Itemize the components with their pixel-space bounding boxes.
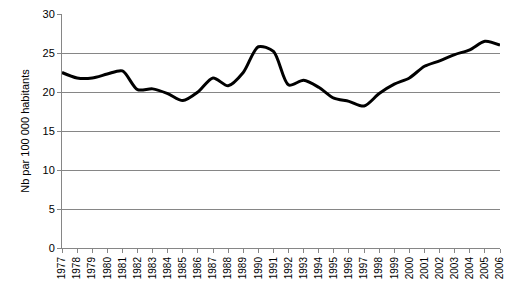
svg-text:1981: 1981 (117, 257, 128, 280)
svg-text:1996: 1996 (343, 257, 354, 280)
svg-text:1992: 1992 (283, 257, 294, 280)
svg-text:1991: 1991 (268, 257, 279, 280)
svg-text:1988: 1988 (222, 257, 233, 280)
svg-text:2003: 2003 (449, 257, 460, 280)
svg-text:1997: 1997 (358, 257, 369, 280)
svg-text:30: 30 (43, 8, 55, 20)
svg-text:1978: 1978 (71, 257, 82, 280)
svg-text:2001: 2001 (419, 257, 430, 280)
svg-text:2000: 2000 (404, 257, 415, 280)
svg-text:Nb par 100 000 habitants: Nb par 100 000 habitants (19, 69, 31, 193)
svg-text:2005: 2005 (479, 257, 490, 280)
svg-text:2006: 2006 (494, 257, 505, 280)
svg-text:1985: 1985 (177, 257, 188, 280)
svg-text:1987: 1987 (207, 257, 218, 280)
svg-text:1998: 1998 (373, 257, 384, 280)
svg-text:20: 20 (43, 86, 55, 98)
svg-text:25: 25 (43, 47, 55, 59)
svg-text:1982: 1982 (132, 257, 143, 280)
svg-text:15: 15 (43, 125, 55, 137)
svg-text:1983: 1983 (147, 257, 158, 280)
svg-text:2004: 2004 (464, 257, 475, 280)
svg-text:0: 0 (49, 242, 55, 254)
svg-text:1980: 1980 (102, 257, 113, 280)
svg-text:2002: 2002 (434, 257, 445, 280)
svg-text:1999: 1999 (389, 257, 400, 280)
svg-text:1994: 1994 (313, 257, 324, 280)
svg-text:1995: 1995 (328, 257, 339, 280)
svg-text:1990: 1990 (253, 257, 264, 280)
svg-text:1989: 1989 (237, 257, 248, 280)
svg-text:1984: 1984 (162, 257, 173, 280)
svg-text:1979: 1979 (86, 257, 97, 280)
svg-text:5: 5 (49, 203, 55, 215)
svg-text:1977: 1977 (56, 257, 67, 280)
svg-text:10: 10 (43, 164, 55, 176)
svg-text:1986: 1986 (192, 257, 203, 280)
svg-text:1993: 1993 (298, 257, 309, 280)
